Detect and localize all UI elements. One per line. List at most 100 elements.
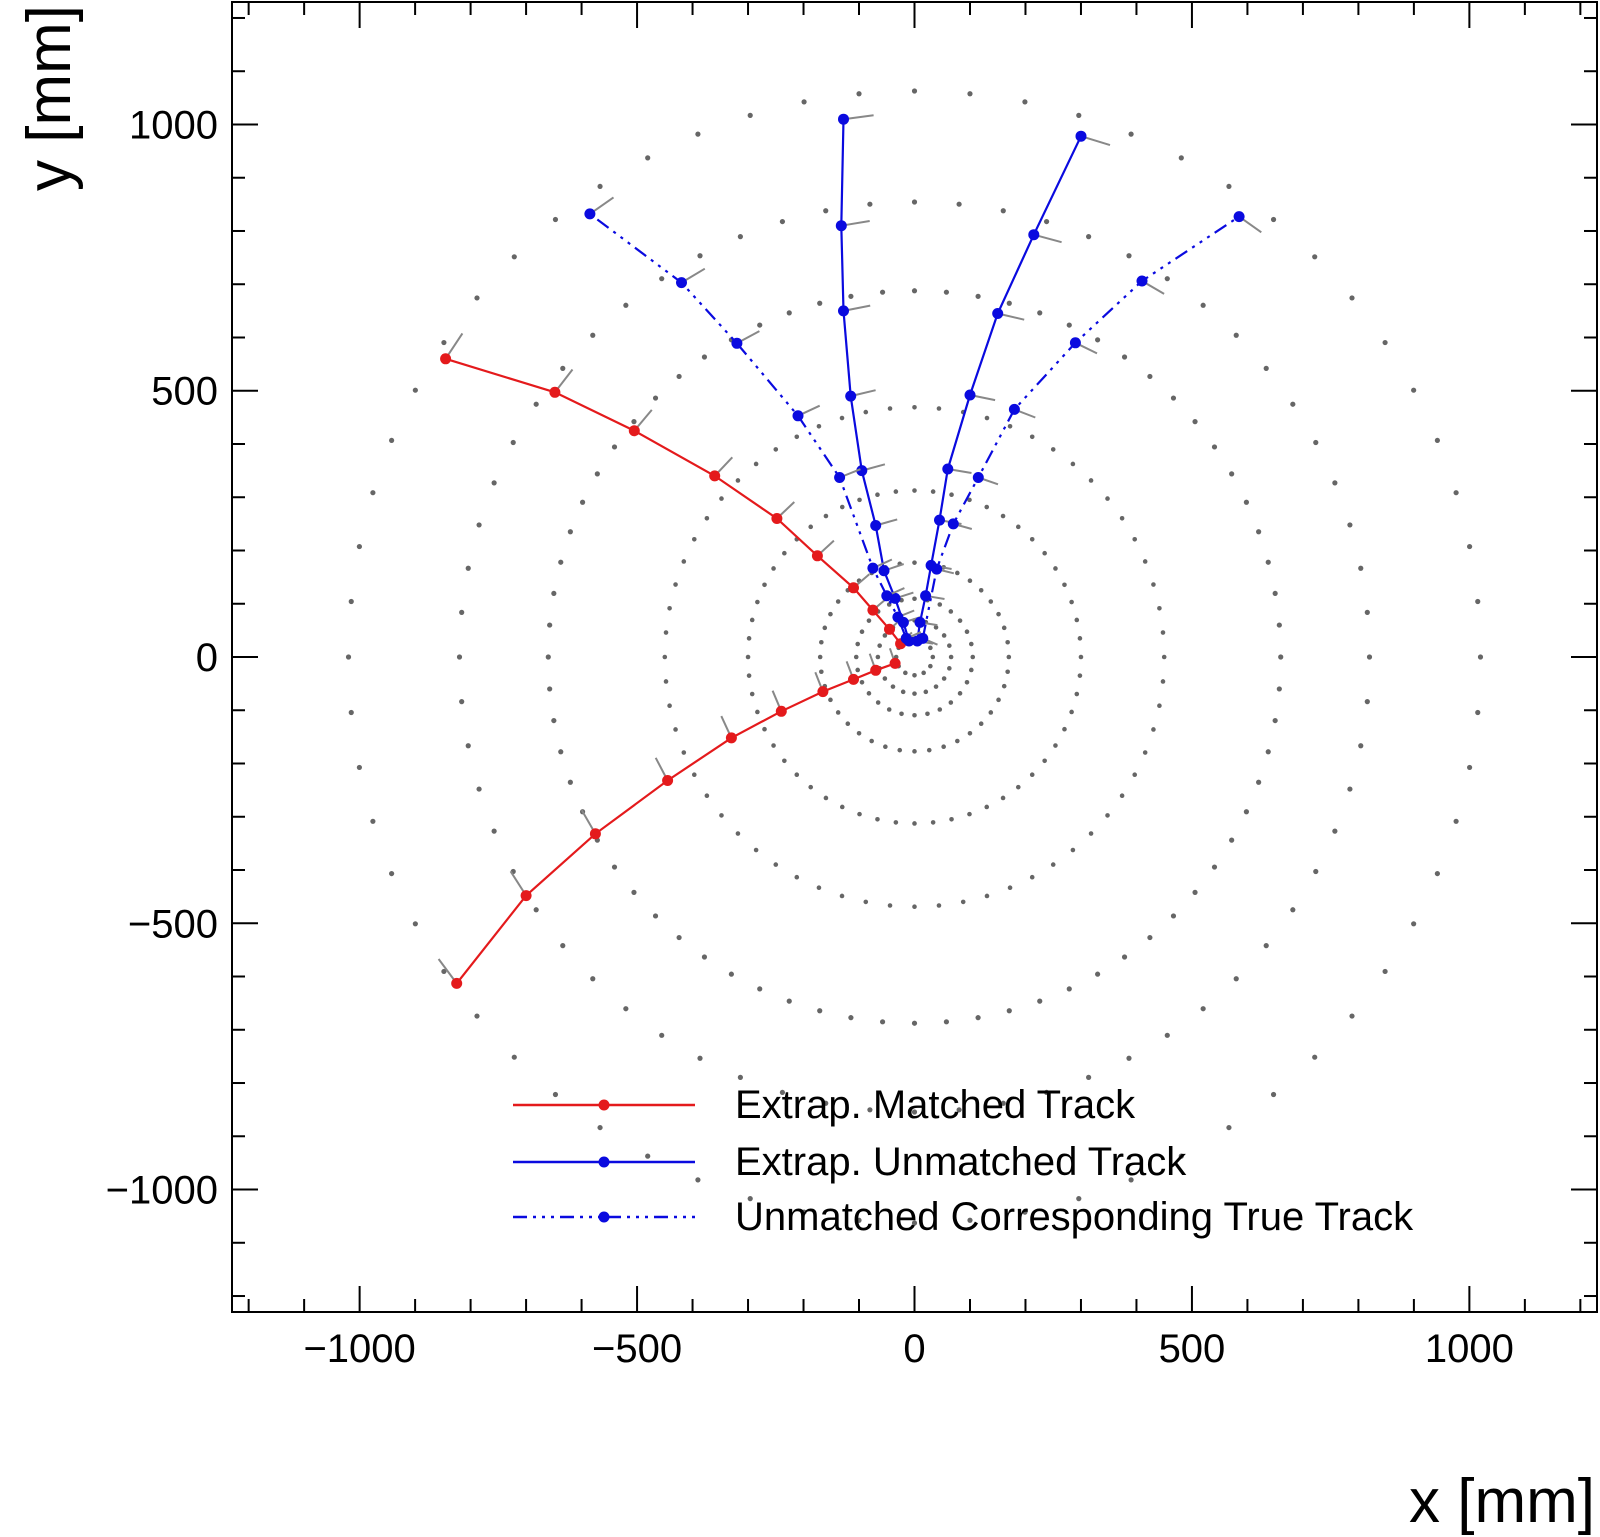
detector-dot (823, 795, 829, 801)
detector-dot (1000, 1100, 1006, 1106)
detector-dot (984, 804, 990, 810)
detector-dot (816, 885, 822, 890)
detector-dot (1263, 365, 1269, 371)
detector-dot (1276, 686, 1282, 692)
detector-dot (533, 401, 539, 407)
detector-dot (882, 676, 888, 681)
detector-dot (645, 1153, 651, 1159)
detector-dot (771, 566, 776, 571)
detector-dot (856, 731, 862, 736)
detector-dot (755, 599, 760, 605)
detector-dot (697, 1055, 703, 1061)
detector-dot (886, 707, 892, 712)
detector-dot (1276, 622, 1282, 628)
detector-dot (1332, 828, 1338, 834)
detector-dot (1290, 907, 1296, 913)
detector-dot (1477, 654, 1484, 660)
detector-dot (866, 691, 872, 696)
tracks (437, 113, 1262, 989)
detector-dot (1164, 1032, 1170, 1038)
legend-swatch-true-marker (598, 1211, 610, 1223)
track-point (870, 520, 882, 531)
track-point (867, 604, 879, 616)
detector-dot (1042, 758, 1047, 764)
detector-dot (1066, 986, 1072, 992)
detector-dot (786, 998, 792, 1004)
track-point (884, 623, 895, 635)
detector-dot (1411, 921, 1417, 927)
y-axis-title: y [mm] (15, 5, 84, 191)
detector-dot (779, 218, 786, 225)
detector-dot (1233, 976, 1239, 982)
detector-dot (631, 889, 637, 896)
detector-dot (822, 625, 828, 631)
detector-dot (747, 112, 753, 118)
detector-dot (1178, 155, 1184, 161)
track-point (867, 562, 879, 574)
detector-dot (356, 764, 362, 771)
detector-dot (941, 744, 946, 750)
track-point (931, 563, 943, 575)
detector-dot (753, 847, 759, 853)
detector-dot (900, 689, 906, 695)
detector-dot (1364, 609, 1370, 616)
track-point (848, 582, 859, 594)
detector-dot (890, 684, 896, 689)
detector-dot (623, 1006, 629, 1012)
detector-dot (863, 899, 869, 905)
detector-dot (1229, 837, 1235, 843)
detector-dot (808, 524, 814, 530)
detector-dot (697, 253, 703, 259)
detector-dot (937, 707, 943, 712)
detector-dot (560, 943, 566, 949)
detector-dot (930, 654, 936, 660)
detector-dot (645, 155, 651, 161)
detector-dot (893, 820, 899, 825)
detector-dot (911, 199, 918, 205)
detector-dot (1086, 1074, 1092, 1080)
detector-dot (1007, 885, 1013, 890)
detector-dot (551, 590, 557, 597)
track-point (838, 113, 849, 125)
detector-dot (476, 786, 482, 792)
detector-dot (948, 700, 954, 705)
detector-dot (673, 582, 678, 587)
detector-dot (1005, 639, 1010, 645)
detector-dot (1243, 499, 1250, 505)
detector-dot (912, 749, 917, 754)
detector-dot (1272, 717, 1278, 724)
detector-dot (1200, 1006, 1206, 1012)
detector-dot (957, 618, 963, 623)
detector-dot (701, 354, 708, 360)
detector-dot (511, 1054, 517, 1060)
detector-dot (389, 870, 395, 877)
detector-dot (1453, 490, 1459, 496)
detector-dot (735, 831, 741, 836)
detector-dot (933, 684, 939, 689)
detector-dot (1076, 112, 1082, 118)
detector-dot (611, 444, 618, 450)
track-line-1-1 (916, 135, 1082, 642)
detector-dot (552, 1091, 559, 1098)
track-point (845, 390, 857, 402)
detector-dot (545, 654, 551, 660)
detector-dot (853, 654, 859, 660)
track-point (835, 220, 847, 232)
detector-dot (923, 689, 929, 695)
legend-label-matched: Extrap. Matched Track (735, 1083, 1136, 1127)
detector-dot (491, 828, 497, 834)
detector-dot (1062, 726, 1067, 732)
detector-dot (1029, 874, 1035, 880)
detector-dot (794, 874, 800, 880)
detector-dot (988, 710, 994, 715)
detector-dot (879, 1019, 886, 1025)
detector-dot (988, 599, 994, 604)
detector-dot (960, 899, 966, 905)
detector-dot (1069, 709, 1074, 715)
track-point (771, 513, 783, 524)
detector-dot (1006, 654, 1012, 660)
detector-dot (667, 703, 672, 709)
detector-dot (597, 1124, 603, 1131)
detector-dot (1312, 1054, 1318, 1060)
detector-dot (936, 903, 942, 908)
